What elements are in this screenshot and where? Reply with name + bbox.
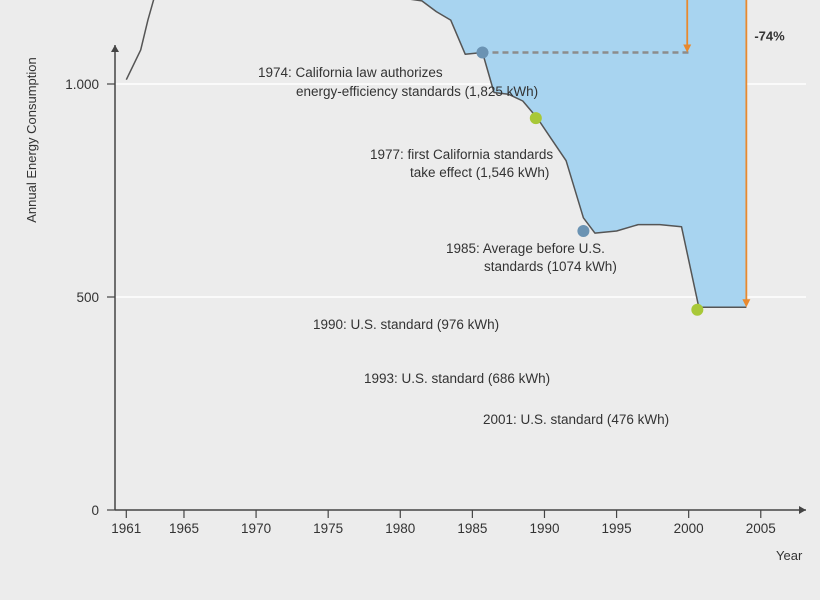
annotation-2-line-2: take effect (1,546 kWh) [410,165,549,180]
reduction-arrow-head-2 [742,299,751,308]
annotation-1-line-1: 1974: California law authorizes [258,65,443,80]
x-tick-label-2000: 2000 [674,521,704,536]
savings-shaded-area [415,0,747,308]
x-tick-label-1970: 1970 [241,521,271,536]
annotations: 1974: California law authorizes energy-ef… [258,65,669,427]
reduction-arrows: - 41%-74% [683,0,785,308]
savings-area [415,0,747,308]
event-markers [476,46,704,316]
annotation-5-line-1: 1993: U.S. standard (686 kWh) [364,371,550,386]
x-tick-label-1985: 1985 [457,521,487,536]
y-tick-label-0: 0 [91,503,99,518]
reduction-arrow-head-1 [683,44,692,53]
annotation-3-line-2: standards (1074 kWh) [484,259,617,274]
x-axis-title: Year [776,548,803,563]
annotation-2-line-1: 1977: first California standards [370,147,553,162]
x-tick-label-1980: 1980 [385,521,415,536]
y-axis-title: Annual Energy Consumption [24,57,39,223]
annotation-6-line-1: 2001: U.S. standard (476 kWh) [483,412,669,427]
x-tick-label-1995: 1995 [602,521,632,536]
axes: 05001.0001.5002.000196119651970197519801… [65,45,806,536]
y-tick-label-1000: 1.000 [65,77,99,92]
x-tick-label-1990: 1990 [529,521,559,536]
reference-lines [482,51,689,54]
consumption-line [125,0,747,308]
x-tick-label-1975: 1975 [313,521,343,536]
consumption-line-group [125,0,747,308]
annotation-1-line-2: energy-efficiency standards (1,825 kWh) [296,84,538,99]
event-marker-5 [577,224,590,237]
reduction-label-2: -74% [754,29,785,44]
x-axis-arrowhead [799,506,806,514]
x-tick-label-1961: 1961 [111,521,141,536]
y-axis-arrowhead [111,45,119,52]
event-marker-3 [476,46,489,59]
annotation-4-line-1: 1990: U.S. standard (976 kWh) [313,317,499,332]
x-tick-label-2005: 2005 [746,521,776,536]
event-marker-4 [529,112,542,125]
y-tick-label-500: 500 [76,290,99,305]
annotation-3-line-1: 1985: Average before U.S. [446,241,605,256]
event-marker-6 [691,303,704,316]
x-tick-label-1965: 1965 [169,521,199,536]
